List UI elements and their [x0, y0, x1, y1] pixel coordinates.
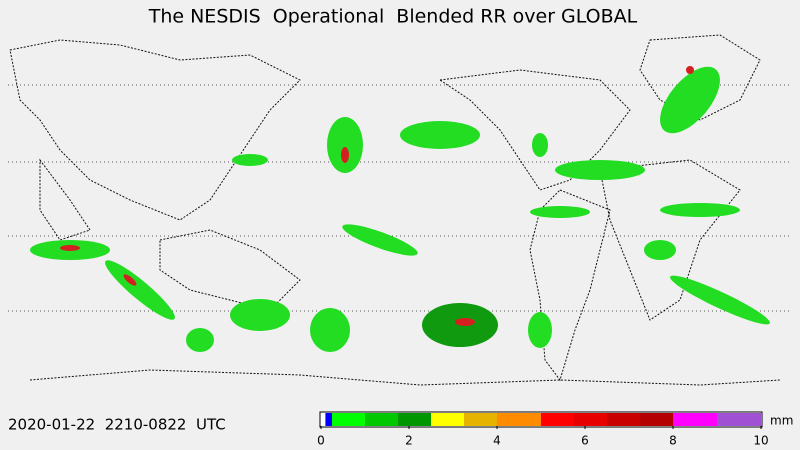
colorbar-segment: [640, 413, 673, 426]
rain-area: [327, 117, 363, 173]
colorbar-segment: [332, 413, 365, 426]
rain-area: [342, 224, 418, 256]
heavy-rain: [686, 66, 694, 74]
colorbar-tick-label: 6: [581, 434, 589, 448]
colorbar-segment: [607, 413, 640, 426]
rain-area: [400, 121, 480, 149]
colorbar-segment: [574, 413, 607, 426]
coastline: [39, 158, 91, 241]
colorbar-tick-label: 2: [405, 434, 413, 448]
heavy-rain: [341, 147, 349, 163]
colorbar: mm 0 2 4 6 8 10: [317, 411, 793, 448]
colorbar-segment: [541, 413, 574, 426]
colorbar-segment: [673, 413, 717, 426]
timestamp: 2020-01-22 2210-0822 UTC: [8, 416, 226, 434]
colorbar-segment: [717, 413, 761, 426]
coastline: [29, 369, 781, 386]
colorbar-segment: [431, 413, 464, 426]
colorbar-segment: [497, 413, 541, 426]
rain-area: [670, 275, 770, 325]
colorbar-tick-label: 8: [669, 434, 677, 448]
rain-area: [530, 206, 590, 218]
heavy-rain: [123, 274, 137, 286]
colorbar-segment: [325, 413, 332, 426]
heavy-rain: [60, 245, 80, 251]
heavy-rain: [455, 318, 475, 326]
rain-area: [230, 299, 290, 331]
coastline: [9, 39, 301, 221]
rain-area: [105, 260, 175, 320]
map: [8, 34, 790, 386]
precipitation: [30, 66, 770, 352]
colorbar-tick-label: 4: [493, 434, 501, 448]
coastline: [639, 34, 761, 121]
colorbar-segment: [464, 413, 497, 426]
colorbar-tick-label: 10: [753, 434, 768, 448]
colorbar-unit: mm: [770, 414, 793, 428]
coastline: [529, 189, 611, 382]
rain-area: [186, 328, 214, 352]
colorbar-segment: [365, 413, 398, 426]
rain-area: [660, 66, 720, 134]
rain-area: [232, 154, 268, 166]
rain-area: [528, 312, 552, 348]
colorbar-tick-label: 0: [317, 434, 325, 448]
colorbar-segment: [398, 413, 431, 426]
rain-area: [555, 160, 645, 180]
rain-area: [644, 240, 676, 260]
rain-area: [660, 203, 740, 217]
title: The NESDIS Operational Blended RR over G…: [148, 6, 638, 28]
rain-area: [310, 308, 350, 352]
coastline: [438, 69, 631, 191]
rain-area: [532, 133, 548, 157]
coastline: [599, 159, 741, 321]
